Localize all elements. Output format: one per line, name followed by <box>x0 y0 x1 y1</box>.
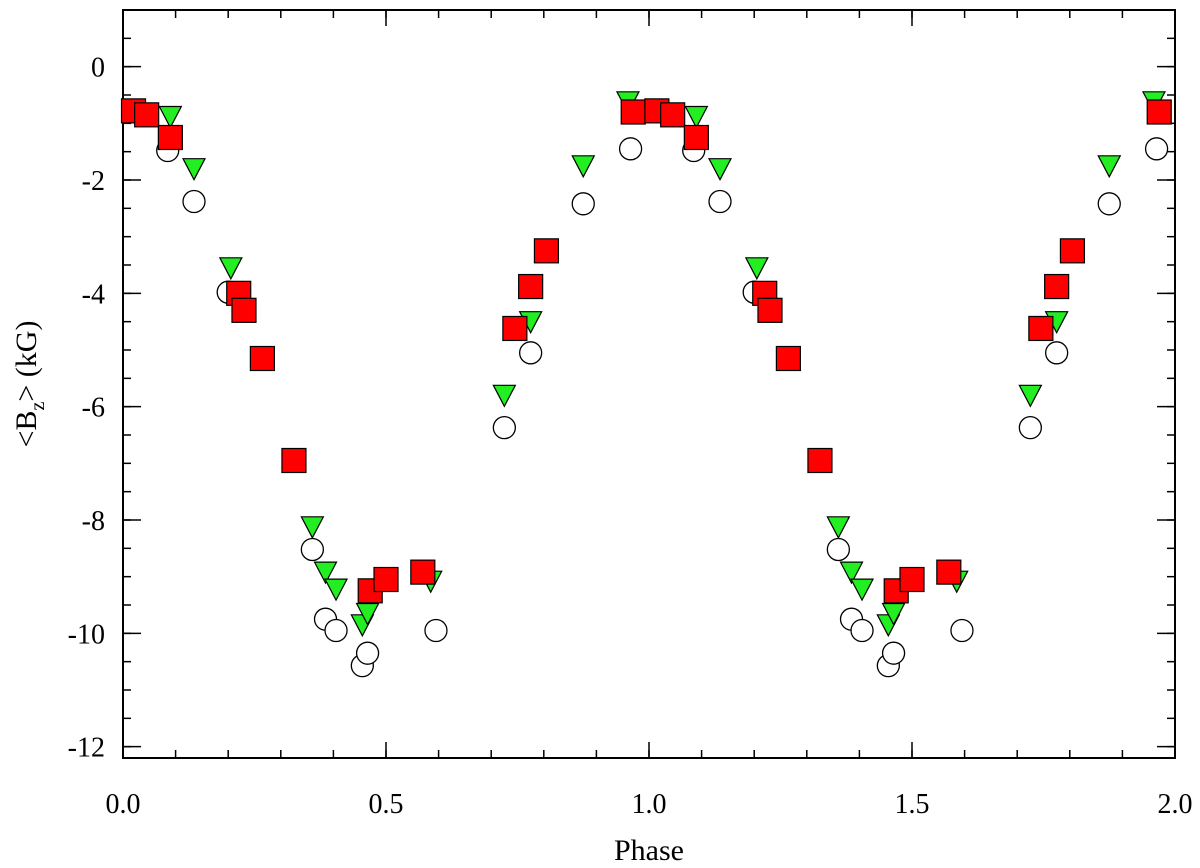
red-square-point <box>533 238 560 264</box>
green-triangle-point <box>850 578 875 602</box>
red-square-point <box>373 566 399 593</box>
green-triangle-point <box>708 158 733 181</box>
green-triangle-point <box>1018 384 1043 408</box>
open-circle-point <box>300 537 325 562</box>
open-circle-point <box>355 641 380 665</box>
y-axis-title-suffix: > (kG) <box>10 321 43 402</box>
axis-ticks <box>122 9 1176 758</box>
red-square-point <box>660 102 686 128</box>
y-tick-label: -4 <box>82 279 105 310</box>
open-circle-point <box>1144 137 1169 161</box>
red-square-point <box>281 447 307 474</box>
green-triangle-point <box>744 257 769 281</box>
x-tick-label: 0.0 <box>106 789 141 820</box>
green-triangle-point <box>684 105 709 129</box>
green-triangle-point <box>492 384 517 408</box>
y-axis-title-subscript: z <box>27 402 49 411</box>
open-circle-point <box>1045 341 1069 365</box>
green-triangle-point <box>182 158 207 181</box>
open-circle-point <box>950 618 974 643</box>
open-circle-point <box>850 618 874 643</box>
open-circle-point <box>492 415 517 440</box>
open-circle-point <box>571 192 595 216</box>
open-circle-point <box>1097 192 1121 216</box>
red-square-point <box>899 566 925 593</box>
red-square-point <box>410 559 436 585</box>
red-square-point <box>157 124 183 151</box>
x-tick-label: 1.5 <box>895 789 930 820</box>
open-circle-point <box>618 137 643 161</box>
red-square-point <box>249 345 275 372</box>
green-triangle-point <box>218 257 243 281</box>
y-tick-label: -2 <box>82 166 105 197</box>
open-circle-point <box>1018 415 1042 440</box>
x-axis-title: Phase <box>614 834 684 867</box>
green-triangle-point <box>571 155 596 179</box>
x-tick-label: 2.0 <box>1158 789 1193 820</box>
green-triangle-point <box>300 516 325 540</box>
open-circle-point <box>708 189 732 214</box>
red-square-point <box>134 102 160 128</box>
y-tick-label: -8 <box>82 506 105 537</box>
red-square-point <box>807 447 833 474</box>
green-triangle-point <box>158 105 183 129</box>
open-circle-point <box>424 618 448 643</box>
tick-labels: 0.0 0.5 1.0 1.5 2.0 0 -2 -4 -6 -8 -10 -12 <box>68 53 1193 820</box>
green-triangle-point <box>355 602 380 626</box>
red-square-point <box>757 297 783 323</box>
red-square-point <box>1044 273 1070 300</box>
green-triangle-point <box>839 561 864 585</box>
open-circle-point <box>182 189 206 214</box>
green-triangle-point <box>826 516 851 540</box>
red-square-point <box>683 124 709 151</box>
green-triangle-point <box>1097 155 1122 179</box>
red-square-point <box>775 345 801 372</box>
y-tick-label: -12 <box>68 733 105 764</box>
red-square-point <box>1028 315 1054 342</box>
y-tick-label: -10 <box>68 619 105 650</box>
red-square-point <box>518 273 544 300</box>
red-square-point <box>231 297 257 323</box>
x-tick-label: 1.0 <box>632 789 667 820</box>
red-square-point <box>936 559 962 585</box>
green-triangle-point <box>313 561 338 585</box>
red-square-point <box>620 99 646 125</box>
y-tick-label: -6 <box>82 393 105 424</box>
data-markers <box>120 91 1172 678</box>
open-circle-point <box>826 537 851 562</box>
y-axis-title: <Bz> (kG) <box>10 321 49 448</box>
red-square-point <box>1059 238 1086 264</box>
open-circle-point <box>881 641 906 665</box>
red-square-point <box>1146 99 1172 125</box>
open-circle-point <box>324 618 348 643</box>
red-square-point <box>502 315 528 342</box>
green-triangle-point <box>881 602 906 626</box>
x-tick-label: 0.5 <box>369 789 404 820</box>
green-triangle-point <box>324 578 349 602</box>
y-tick-label: 0 <box>91 53 105 84</box>
open-circle-point <box>519 341 543 365</box>
y-axis-title-prefix: <B <box>10 411 43 448</box>
